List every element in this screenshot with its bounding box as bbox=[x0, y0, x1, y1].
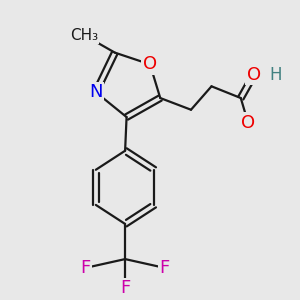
Text: O: O bbox=[247, 66, 261, 84]
Text: F: F bbox=[80, 259, 91, 277]
Text: CH₃: CH₃ bbox=[70, 28, 98, 43]
Text: O: O bbox=[143, 55, 157, 73]
Text: N: N bbox=[89, 83, 103, 101]
Text: O: O bbox=[241, 114, 255, 132]
Text: F: F bbox=[160, 259, 170, 277]
Text: F: F bbox=[120, 279, 130, 297]
Text: H: H bbox=[270, 66, 282, 84]
